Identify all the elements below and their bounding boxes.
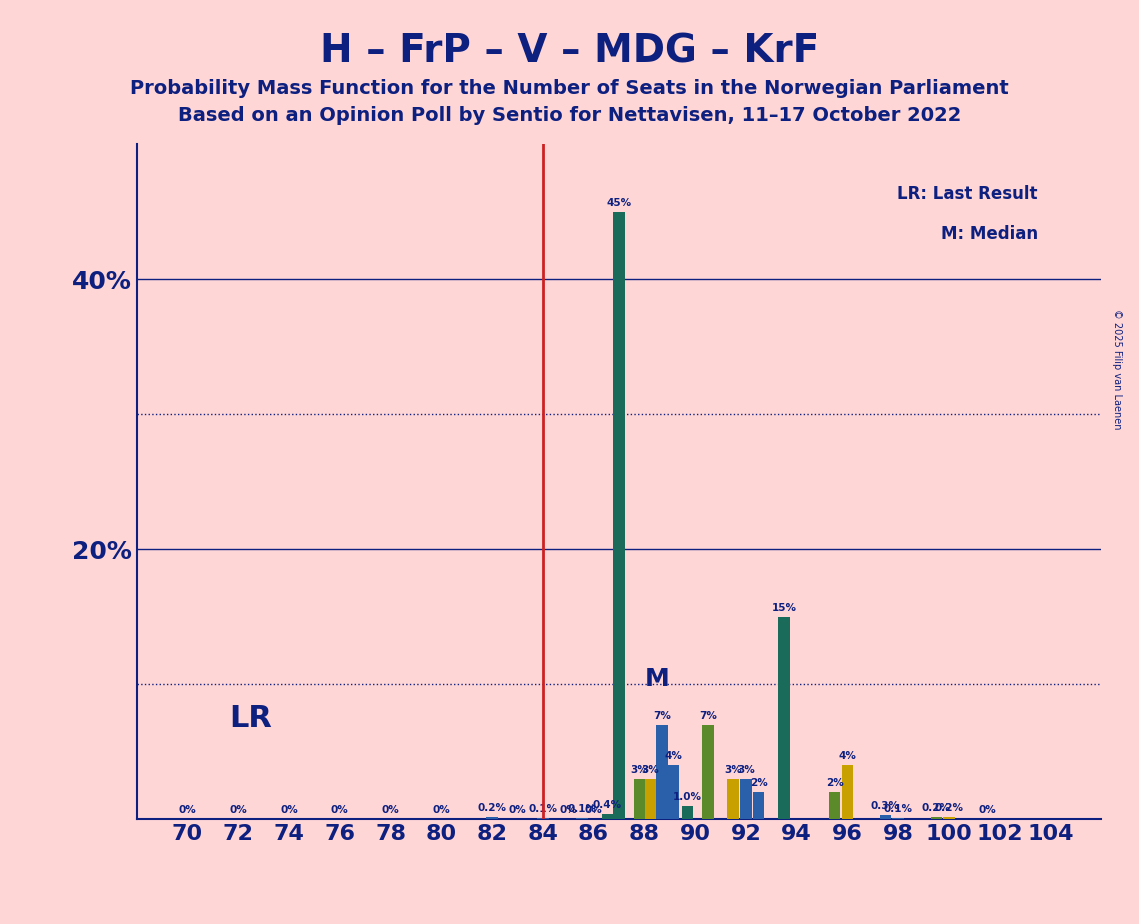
Bar bbox=[943, 817, 954, 820]
Text: 0%: 0% bbox=[179, 806, 196, 815]
Bar bbox=[601, 814, 613, 820]
Text: 3%: 3% bbox=[630, 765, 648, 775]
Bar bbox=[728, 779, 739, 820]
Bar bbox=[829, 793, 841, 820]
Bar bbox=[879, 815, 891, 820]
Bar bbox=[538, 818, 549, 820]
Text: 2%: 2% bbox=[826, 778, 844, 788]
Text: 0.1%: 0.1% bbox=[567, 804, 597, 814]
Text: 0.3%: 0.3% bbox=[871, 801, 900, 811]
Text: 0.2%: 0.2% bbox=[934, 803, 964, 813]
Text: 3%: 3% bbox=[641, 765, 659, 775]
Text: 0%: 0% bbox=[584, 806, 603, 815]
Text: 7%: 7% bbox=[653, 711, 671, 721]
Bar bbox=[682, 806, 694, 820]
Text: 0%: 0% bbox=[508, 806, 526, 815]
Text: 0.1%: 0.1% bbox=[528, 804, 557, 814]
Text: H – FrP – V – MDG – KrF: H – FrP – V – MDG – KrF bbox=[320, 32, 819, 70]
Bar bbox=[893, 818, 904, 820]
Text: 0.1%: 0.1% bbox=[884, 804, 912, 814]
Text: LR: Last Result: LR: Last Result bbox=[898, 185, 1038, 203]
Text: M: M bbox=[645, 667, 670, 691]
Bar bbox=[486, 817, 498, 820]
Text: 0%: 0% bbox=[330, 806, 349, 815]
Text: 0.4%: 0.4% bbox=[593, 800, 622, 810]
Text: 3%: 3% bbox=[724, 765, 741, 775]
Bar bbox=[576, 818, 588, 820]
Bar bbox=[613, 212, 624, 820]
Bar bbox=[645, 779, 656, 820]
Bar bbox=[778, 617, 789, 820]
Text: 0.2%: 0.2% bbox=[477, 803, 507, 813]
Text: 1.0%: 1.0% bbox=[673, 792, 702, 802]
Text: 0%: 0% bbox=[229, 806, 247, 815]
Text: © 2025 Filip van Laenen: © 2025 Filip van Laenen bbox=[1112, 310, 1122, 430]
Text: 45%: 45% bbox=[606, 198, 631, 208]
Text: 4%: 4% bbox=[838, 751, 857, 761]
Bar bbox=[740, 779, 752, 820]
Bar bbox=[656, 725, 667, 820]
Text: 2%: 2% bbox=[749, 778, 768, 788]
Text: Based on an Opinion Poll by Sentio for Nettavisen, 11–17 October 2022: Based on an Opinion Poll by Sentio for N… bbox=[178, 106, 961, 126]
Bar bbox=[753, 793, 764, 820]
Text: 0%: 0% bbox=[382, 806, 400, 815]
Bar bbox=[633, 779, 645, 820]
Text: 4%: 4% bbox=[664, 751, 682, 761]
Bar bbox=[667, 765, 679, 820]
Bar bbox=[842, 765, 853, 820]
Text: 15%: 15% bbox=[771, 602, 796, 613]
Text: LR: LR bbox=[229, 704, 272, 733]
Text: 3%: 3% bbox=[737, 765, 755, 775]
Text: 0.2%: 0.2% bbox=[921, 803, 951, 813]
Text: 0%: 0% bbox=[433, 806, 450, 815]
Text: 0%: 0% bbox=[280, 806, 298, 815]
Text: Probability Mass Function for the Number of Seats in the Norwegian Parliament: Probability Mass Function for the Number… bbox=[130, 79, 1009, 98]
Bar bbox=[931, 817, 942, 820]
Text: 0%: 0% bbox=[978, 806, 995, 815]
Bar bbox=[702, 725, 713, 820]
Text: M: Median: M: Median bbox=[941, 225, 1038, 243]
Text: 7%: 7% bbox=[699, 711, 716, 721]
Text: 0%: 0% bbox=[559, 806, 577, 815]
